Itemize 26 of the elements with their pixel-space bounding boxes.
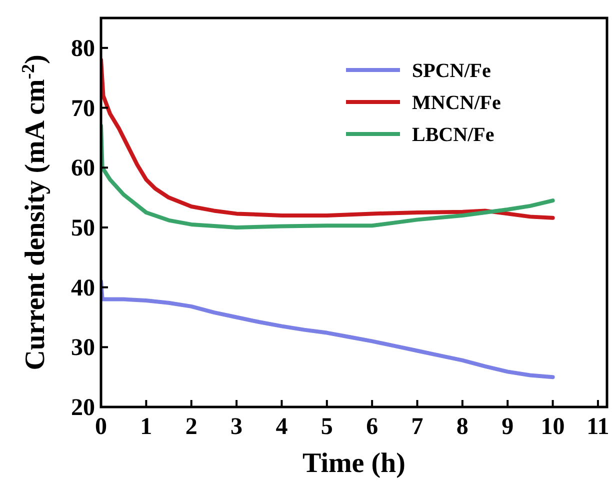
x-axis-title: Time (h): [302, 448, 406, 479]
y-tick-label: 30: [71, 335, 95, 362]
x-tick-label: 11: [586, 414, 610, 440]
x-tick-label: 2: [185, 414, 198, 440]
line-series: [101, 58, 555, 220]
line-series: [101, 279, 555, 380]
legend-label: MNCN/Fe: [412, 92, 501, 114]
y-tick-label: 60: [71, 156, 95, 182]
x-tick-label: 7: [411, 414, 424, 440]
x-tick-label: 3: [230, 414, 243, 440]
x-tick-label: 0: [95, 414, 107, 440]
x-tick-label: 1: [140, 414, 152, 440]
x-tick-label: 10: [540, 414, 565, 440]
y-tick-label: 70: [71, 96, 95, 122]
x-tick-label: 5: [320, 414, 333, 440]
legend-label: SPCN/Fe: [412, 60, 491, 82]
x-tick-label: 8: [456, 414, 468, 440]
y-tick-label: 40: [71, 275, 95, 302]
x-tick-label: 4: [276, 414, 288, 440]
y-tick-label: 50: [71, 215, 95, 242]
x-tick-label: 6: [366, 414, 378, 440]
y-tick-label: 20: [71, 395, 95, 421]
x-tick-label: 9: [502, 414, 514, 440]
line-series: [101, 124, 555, 230]
legend-label: LBCN/Fe: [412, 124, 494, 146]
y-tick-label: 80: [71, 36, 95, 62]
